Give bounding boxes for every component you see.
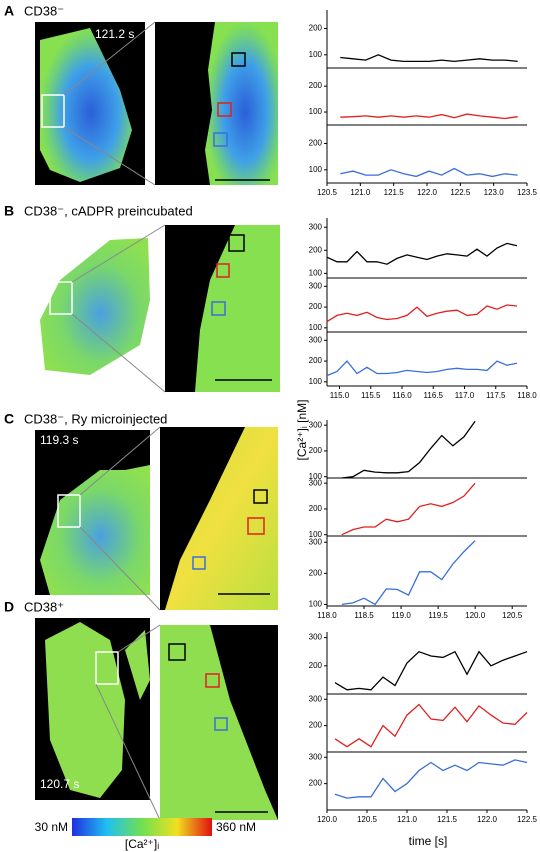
- data-line: [326, 360, 518, 377]
- data-line: [340, 113, 518, 120]
- y-tick-label: 300: [309, 478, 323, 487]
- y-tick-label: 100: [309, 472, 323, 481]
- colorbar: [72, 818, 212, 836]
- x-tick-label: 116.0: [392, 391, 412, 400]
- x-tick-label: 116.5: [424, 391, 444, 400]
- data-line: [341, 482, 476, 536]
- x-tick-label: 118.0: [317, 611, 337, 620]
- data-line: [334, 650, 528, 691]
- x-tick-label: 120.0: [465, 611, 486, 620]
- x-tick-label: 123.0: [484, 188, 505, 197]
- x-tick-label: 121.0: [397, 815, 418, 824]
- x-tick-label: 121.5: [384, 188, 405, 197]
- y-tick-label: 300: [309, 694, 323, 703]
- data-line: [326, 242, 518, 265]
- panel-label: CD38⁻, Ry microinjected: [24, 411, 167, 426]
- x-tick-label: 122.0: [417, 188, 438, 197]
- y-tick-label: 200: [309, 568, 323, 577]
- panel-letter: A: [4, 3, 14, 19]
- x-tick-label: 122.0: [477, 815, 498, 824]
- x-tick-label: 120.5: [317, 188, 338, 197]
- colorbar-max: 360 nM: [216, 820, 256, 834]
- y-tick-label: 200: [309, 721, 323, 730]
- x-tick-label: 119.5: [428, 611, 448, 620]
- panel-label: CD38⁻: [24, 3, 64, 18]
- panel-letter: B: [4, 203, 14, 219]
- x-tick-label: 115.5: [361, 391, 381, 400]
- y-tick-label: 200: [309, 446, 323, 455]
- colorbar-min: 30 nM: [35, 820, 68, 834]
- y-tick-label: 100: [309, 107, 323, 116]
- y-tick-label: 200: [309, 81, 323, 90]
- time-label: 121.2 s: [95, 27, 134, 41]
- x-tick-label: 118.5: [354, 611, 374, 620]
- x-tick-label: 120.0: [317, 815, 338, 824]
- y-tick-label: 200: [309, 504, 323, 513]
- y-tick-label: 300: [309, 281, 323, 290]
- data-line: [340, 54, 518, 63]
- panel-d-images: [35, 618, 278, 821]
- x-tick-label: 120.5: [357, 815, 378, 824]
- y-tick-label: 200: [309, 661, 323, 670]
- data-line: [326, 304, 518, 323]
- data-line: [341, 420, 476, 479]
- y-tick-label: 200: [309, 24, 323, 33]
- y-tick-label: 200: [309, 302, 323, 311]
- panel-a-images: [35, 21, 278, 186]
- y-tick-label: 100: [309, 268, 323, 277]
- x-tick-label: 119.0: [391, 611, 411, 620]
- panel-label: CD38⁻, cADPR preincubated: [24, 203, 193, 218]
- x-tick-label: 117.0: [455, 391, 475, 400]
- y-tick-label: 200: [309, 245, 323, 254]
- data-line: [334, 703, 528, 748]
- y-tick-label: 100: [309, 165, 323, 174]
- x-tick-label: 122.5: [450, 188, 471, 197]
- time-label: 115.3 s: [45, 234, 83, 248]
- x-tick-label: 118.0: [517, 391, 537, 400]
- time-label: 119.3 s: [40, 433, 78, 447]
- panel-c-images: [35, 426, 278, 611]
- y-tick-label: 100: [309, 377, 323, 386]
- data-line: [340, 167, 518, 178]
- panel-b-images: [40, 224, 280, 393]
- y-tick-label: 200: [309, 356, 323, 365]
- y-tick-label: 300: [309, 420, 323, 429]
- panel-letter: D: [4, 599, 14, 615]
- y-axis-label: [Ca²⁺]ᵢ [nM]: [295, 400, 309, 461]
- y-tick-label: 300: [309, 222, 323, 231]
- y-tick-label: 200: [309, 139, 323, 148]
- y-tick-label: 300: [309, 752, 323, 761]
- y-tick-label: 300: [309, 633, 323, 642]
- x-axis-label: time [s]: [409, 834, 448, 848]
- x-tick-label: 123.5: [517, 188, 538, 197]
- x-tick-label: 120.5: [502, 611, 523, 620]
- time-label: 120.7 s: [40, 777, 79, 791]
- y-tick-label: 100: [309, 323, 323, 332]
- y-tick-label: 200: [309, 779, 323, 788]
- y-tick-label: 100: [309, 530, 323, 539]
- x-tick-label: 117.5: [486, 391, 506, 400]
- y-tick-label: 300: [309, 335, 323, 344]
- data-line: [341, 540, 476, 606]
- y-tick-label: 100: [309, 50, 323, 59]
- y-tick-label: 300: [309, 537, 323, 546]
- x-tick-label: 121.0: [350, 188, 371, 197]
- x-tick-label: 115.0: [330, 391, 350, 400]
- panel-letter: C: [4, 411, 14, 427]
- x-tick-label: 121.5: [437, 815, 458, 824]
- panel-label: CD38⁺: [24, 599, 64, 614]
- colorbar-label: [Ca²⁺]ᵢ: [125, 837, 159, 851]
- y-tick-label: 100: [309, 600, 323, 609]
- x-tick-label: 122.5: [517, 815, 538, 824]
- data-line: [334, 759, 528, 799]
